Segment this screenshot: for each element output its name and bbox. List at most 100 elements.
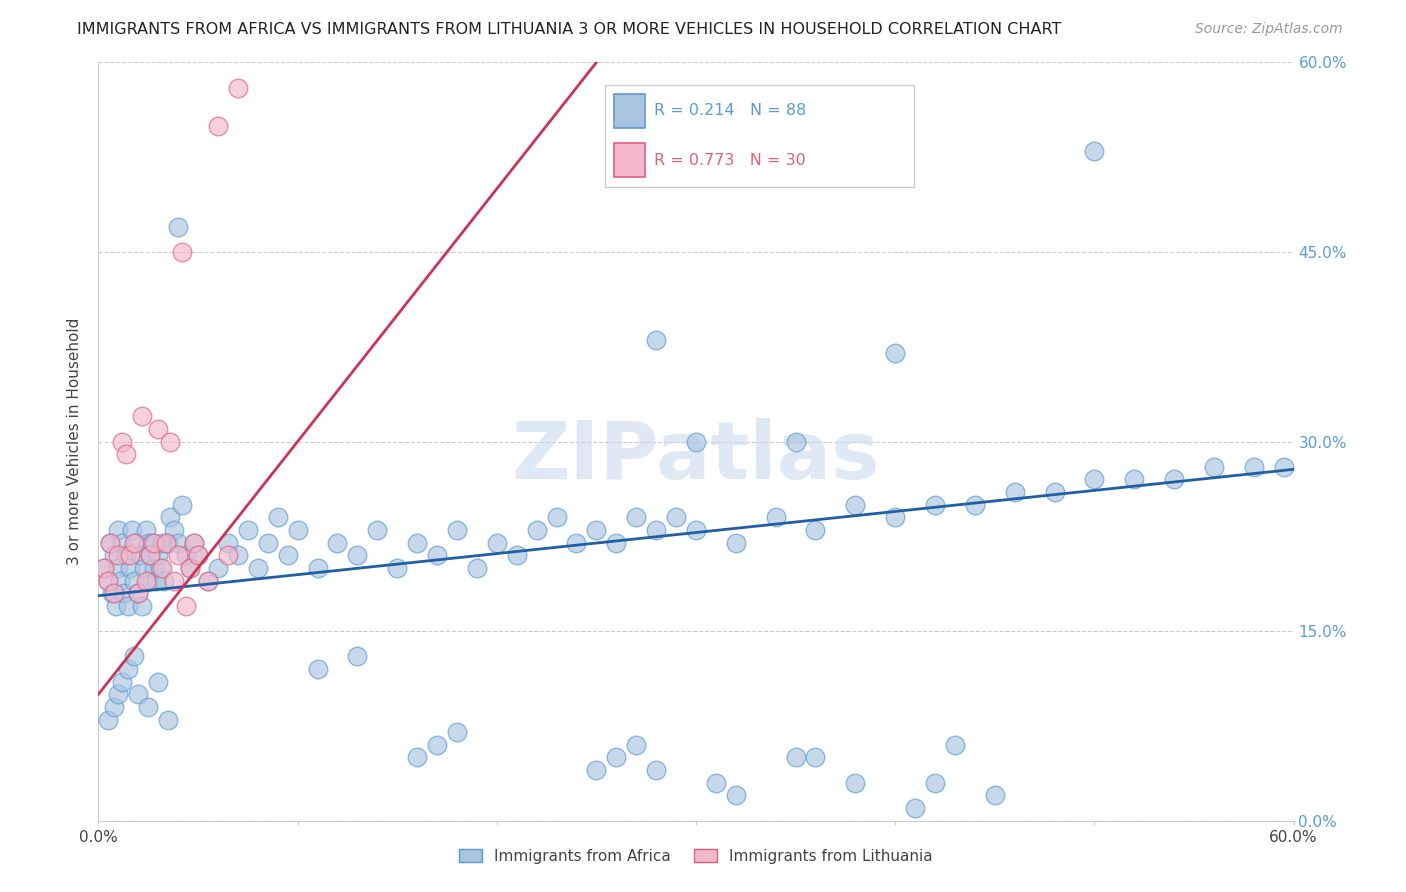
Point xyxy=(626,738,648,752)
Point xyxy=(98,535,122,549)
Point xyxy=(256,535,278,549)
Point xyxy=(187,548,209,563)
Point xyxy=(943,738,966,752)
Point xyxy=(93,561,115,575)
Point xyxy=(145,574,167,588)
Point xyxy=(107,548,129,563)
Point xyxy=(685,434,707,449)
Point xyxy=(174,548,197,563)
Point xyxy=(346,649,368,664)
Point xyxy=(406,750,429,764)
Point xyxy=(884,346,907,360)
Point xyxy=(107,561,129,575)
Point xyxy=(167,548,190,563)
Point xyxy=(207,119,229,133)
Point xyxy=(124,649,146,664)
Point xyxy=(724,535,747,549)
Point xyxy=(157,535,180,549)
Point xyxy=(135,574,157,588)
Point xyxy=(277,548,299,563)
Point xyxy=(346,548,368,563)
Point xyxy=(226,548,249,563)
Point xyxy=(124,574,146,588)
Point xyxy=(127,586,149,600)
Point xyxy=(626,510,648,524)
Point xyxy=(127,586,149,600)
Point xyxy=(183,535,205,549)
Point xyxy=(174,599,197,613)
Point xyxy=(984,789,1007,803)
Point xyxy=(326,535,349,549)
Point xyxy=(565,535,588,549)
Point xyxy=(148,674,170,689)
Point xyxy=(605,535,627,549)
Point xyxy=(141,535,163,549)
Point xyxy=(506,548,529,563)
Point xyxy=(685,523,707,537)
Point xyxy=(172,498,194,512)
Point xyxy=(150,561,173,575)
Point xyxy=(136,574,159,588)
Point xyxy=(1004,485,1026,500)
Point xyxy=(111,434,134,449)
Point xyxy=(197,574,219,588)
Text: R = 0.214   N = 88: R = 0.214 N = 88 xyxy=(654,103,807,119)
Point xyxy=(1202,459,1225,474)
Point xyxy=(101,586,124,600)
Point xyxy=(804,750,827,764)
Point xyxy=(117,599,139,613)
Point xyxy=(110,574,132,588)
Point xyxy=(120,561,142,575)
Point xyxy=(426,738,449,752)
Point xyxy=(103,699,125,714)
Point xyxy=(645,523,668,537)
Legend: Immigrants from Africa, Immigrants from Lithuania: Immigrants from Africa, Immigrants from … xyxy=(453,843,939,870)
Point xyxy=(167,535,190,549)
Point xyxy=(115,447,138,461)
Point xyxy=(157,713,180,727)
Point xyxy=(236,523,259,537)
Point xyxy=(115,548,138,563)
Point xyxy=(103,586,125,600)
Point xyxy=(150,535,173,549)
Point xyxy=(112,586,135,600)
Point xyxy=(267,510,290,524)
Point xyxy=(236,30,259,45)
Point xyxy=(605,750,627,764)
Point xyxy=(307,561,329,575)
Point xyxy=(136,699,159,714)
Point xyxy=(148,422,170,436)
Point xyxy=(645,763,668,777)
Point xyxy=(97,713,120,727)
Point xyxy=(139,548,162,563)
Point xyxy=(143,561,166,575)
Point xyxy=(924,498,946,512)
Point xyxy=(307,662,329,676)
Point xyxy=(924,776,946,790)
Point xyxy=(765,510,787,524)
Point xyxy=(155,535,177,549)
Text: IMMIGRANTS FROM AFRICA VS IMMIGRANTS FROM LITHUANIA 3 OR MORE VEHICLES IN HOUSEH: IMMIGRANTS FROM AFRICA VS IMMIGRANTS FRO… xyxy=(77,22,1062,37)
Point xyxy=(93,561,115,575)
Point xyxy=(103,548,125,563)
Point xyxy=(406,535,429,549)
Point xyxy=(143,535,166,549)
Point xyxy=(134,561,156,575)
Point xyxy=(163,523,186,537)
Point xyxy=(97,574,120,588)
Point xyxy=(645,334,668,348)
Point xyxy=(124,535,146,549)
Point xyxy=(125,535,148,549)
Point xyxy=(785,750,807,764)
Point xyxy=(485,535,508,549)
Point xyxy=(585,523,607,537)
Point xyxy=(129,548,152,563)
Point xyxy=(585,763,607,777)
Text: Source: ZipAtlas.com: Source: ZipAtlas.com xyxy=(1195,22,1343,37)
Point xyxy=(785,434,807,449)
Point xyxy=(704,776,727,790)
Point xyxy=(1272,459,1295,474)
Point xyxy=(148,548,170,563)
Point xyxy=(446,523,468,537)
Text: R = 0.773   N = 30: R = 0.773 N = 30 xyxy=(654,153,806,168)
